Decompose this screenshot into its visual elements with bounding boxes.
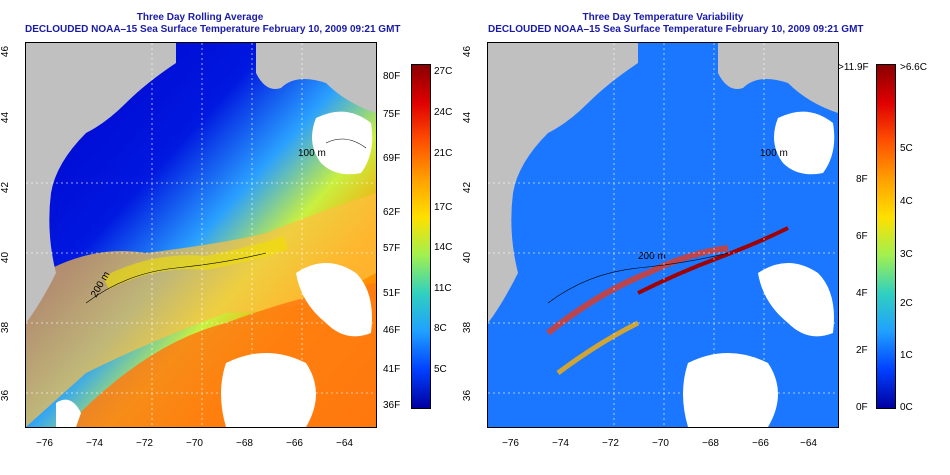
left-xtick-4: −68 <box>236 438 253 449</box>
left-ytick-5: 36 <box>0 389 12 402</box>
right-cb-c-1: 5C <box>900 143 913 154</box>
right-ytick-3: 40 <box>462 251 474 264</box>
left-ytick-3: 40 <box>0 251 12 264</box>
left-title-line1: Three Day Rolling Average <box>136 12 264 23</box>
left-shelf-front <box>102 236 289 290</box>
left-cb-c-0: 27C <box>434 66 453 77</box>
left-cb-f-1: 75F <box>383 109 401 120</box>
left-cb-c-7: 5C <box>434 364 447 375</box>
right-land-novascotia <box>718 43 838 113</box>
right-map-svg: 200 m 100 m <box>488 43 838 427</box>
right-cloud-3 <box>683 353 778 427</box>
right-cb-c-4: 2C <box>900 298 913 309</box>
left-cb-f-5: 51F <box>383 288 401 299</box>
right-cb-f-3: 4F <box>856 288 868 299</box>
left-map-svg: 200 m 100 m <box>26 43 376 427</box>
right-ytick-2: 42 <box>462 181 474 194</box>
right-cloud-2 <box>758 263 834 337</box>
left-cb-f-2: 69F <box>383 153 401 164</box>
right-contour-200m <box>547 252 729 304</box>
right-graticule <box>488 43 838 427</box>
left-cb-f-6: 46F <box>383 325 401 336</box>
right-front-1 <box>546 245 729 336</box>
right-cb-c-5: 1C <box>900 350 913 361</box>
right-variability-map: 200 m 100 m <box>487 42 839 428</box>
left-cb-f-7: 41F <box>383 364 401 375</box>
left-xtick-1: −74 <box>86 438 103 449</box>
left-cb-f-3: 62F <box>383 207 401 218</box>
left-cloud-3 <box>221 353 316 427</box>
right-title-line1: Three Day Temperature Variability <box>582 12 744 23</box>
left-xtick-5: −66 <box>286 438 303 449</box>
right-cb-f-4: 2F <box>856 345 868 356</box>
left-contour-200m <box>85 252 267 304</box>
left-cb-c-3: 17C <box>434 202 453 213</box>
left-cloud-2 <box>296 263 372 337</box>
right-xtick-0: −76 <box>502 438 519 449</box>
left-xtick-0: −76 <box>36 438 53 449</box>
right-title-line2: DECLOUDED NOAA–15 Sea Surface Temperatur… <box>488 24 864 35</box>
right-front-3 <box>556 320 640 376</box>
left-sst-map: 200 m 100 m <box>25 42 377 428</box>
left-land-coast <box>26 43 176 323</box>
right-cb-c-3: 3C <box>900 249 913 260</box>
right-ytick-5: 36 <box>462 389 474 402</box>
left-cb-f-4: 57F <box>383 243 401 254</box>
right-land-coast <box>488 43 638 323</box>
right-xtick-3: −70 <box>652 438 669 449</box>
left-ytick-4: 38 <box>0 321 12 334</box>
left-ytick-2: 42 <box>0 181 12 194</box>
left-contour-100m <box>325 138 367 149</box>
right-ytick-1: 44 <box>462 111 474 124</box>
right-ytick-4: 38 <box>462 321 474 334</box>
right-xtick-6: −64 <box>800 438 817 449</box>
right-xtick-1: −74 <box>552 438 569 449</box>
left-cb-c-2: 21C <box>434 148 453 159</box>
right-cb-f-5: 0F <box>856 402 868 413</box>
left-cloud-4 <box>56 399 81 427</box>
left-ytick-0: 46 <box>0 45 12 58</box>
right-cb-f-1: 8F <box>856 174 868 185</box>
left-cb-f-8: 36F <box>383 400 401 411</box>
right-contour-label-100m: 100 m <box>760 148 788 159</box>
right-cb-c-6: 0C <box>900 402 913 413</box>
right-xtick-2: −72 <box>602 438 619 449</box>
right-cloud-1 <box>774 111 835 175</box>
right-xtick-4: −68 <box>702 438 719 449</box>
right-cb-f-0: >11.9F <box>838 62 869 73</box>
left-cb-f-0: 80F <box>383 71 401 82</box>
left-cb-c-1: 24C <box>434 107 453 118</box>
right-cb-c-0: >6.6C <box>900 62 927 73</box>
right-colorbar <box>876 64 896 409</box>
right-contour-label-200m: 200 m <box>638 251 666 262</box>
left-contour-label-100m: 100 m <box>298 148 326 159</box>
left-cb-c-5: 11C <box>434 283 452 294</box>
right-cb-c-2: 4C <box>900 196 913 207</box>
left-ytick-1: 44 <box>0 111 12 124</box>
left-graticule <box>26 43 376 427</box>
left-xtick-6: −64 <box>336 438 353 449</box>
right-xtick-5: −66 <box>752 438 769 449</box>
right-cb-f-2: 6F <box>856 231 868 242</box>
left-warm-front <box>26 193 376 427</box>
left-cb-c-4: 14C <box>434 242 453 253</box>
left-colorbar <box>411 64 431 409</box>
left-xtick-2: −72 <box>136 438 153 449</box>
left-land-novascotia <box>256 43 376 113</box>
left-xtick-3: −70 <box>186 438 203 449</box>
right-ytick-0: 46 <box>462 45 474 58</box>
left-cloud-1 <box>312 111 373 175</box>
left-cb-c-6: 8C <box>434 323 447 334</box>
left-title-line2: DECLOUDED NOAA–15 Sea Surface Temperatur… <box>25 24 401 35</box>
right-front-2 <box>637 226 789 295</box>
